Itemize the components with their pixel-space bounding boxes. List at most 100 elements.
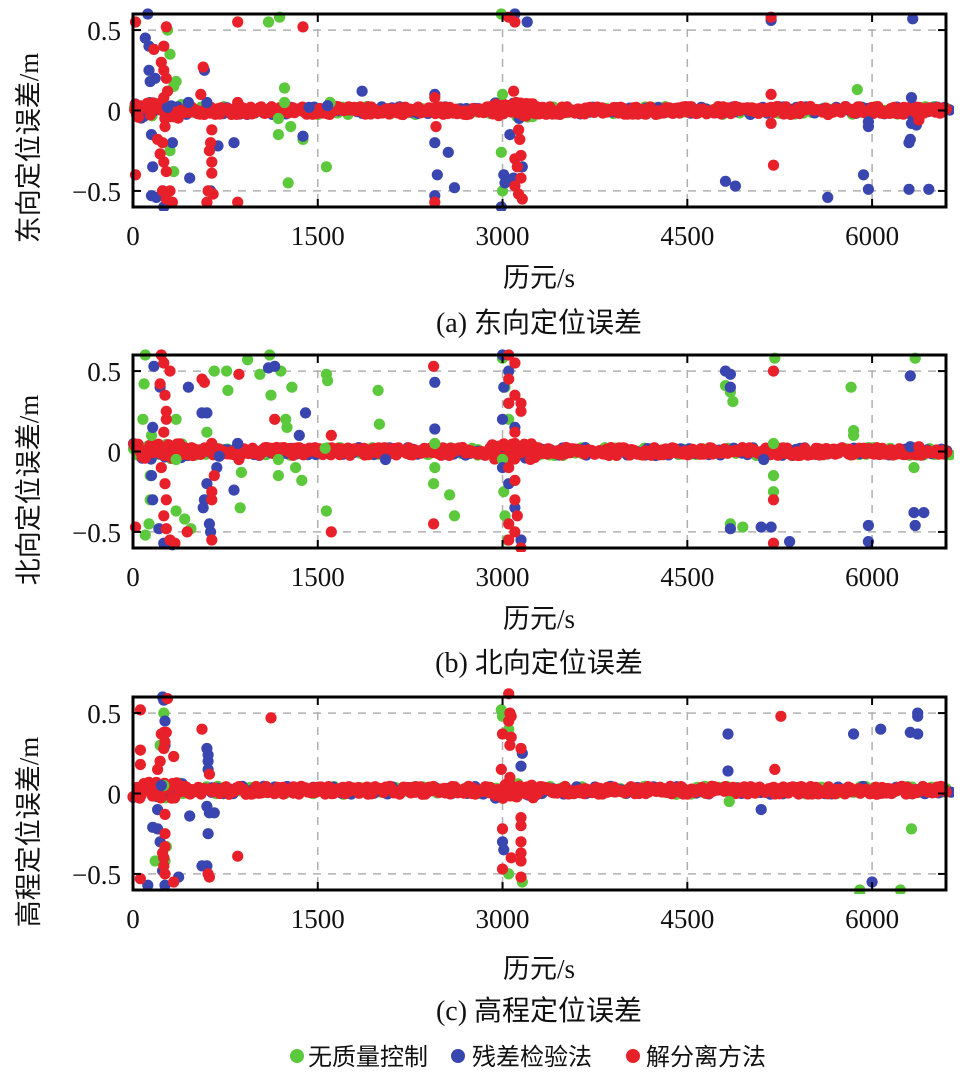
data-point — [272, 112, 284, 125]
data-point — [285, 121, 297, 133]
data-point — [903, 183, 915, 195]
data-point — [515, 742, 527, 755]
data-point — [160, 166, 172, 178]
legend-label-solution-separation: 解分离方法 — [646, 1044, 766, 1071]
x-tick-label: 1500 — [291, 904, 345, 934]
data-point — [737, 521, 749, 533]
data-point — [429, 437, 441, 450]
data-point — [509, 474, 521, 486]
data-point — [848, 728, 860, 740]
data-point — [201, 407, 213, 419]
data-point — [170, 505, 182, 517]
data-point — [159, 715, 171, 727]
data-point — [503, 715, 515, 727]
data-point — [769, 763, 781, 776]
data-point — [496, 728, 509, 740]
legend-label-no-qc: 无质量控制 — [308, 1044, 428, 1071]
data-point — [232, 850, 244, 862]
data-point — [767, 470, 780, 482]
data-point — [727, 396, 739, 408]
x-tick-label: 3000 — [476, 221, 530, 251]
data-point — [154, 378, 166, 390]
data-point — [765, 521, 777, 533]
data-point — [201, 426, 213, 438]
data-point — [729, 180, 742, 192]
scatter-points — [127, 349, 954, 552]
data-point — [515, 172, 527, 184]
data-point — [322, 375, 334, 387]
x-tick-label: 3000 — [476, 904, 530, 934]
data-point — [278, 82, 291, 94]
data-point — [509, 357, 521, 369]
scatter-points — [128, 8, 954, 211]
data-point — [429, 196, 441, 208]
data-point — [207, 188, 219, 200]
data-point — [448, 510, 461, 522]
data-point — [208, 807, 220, 819]
data-point — [822, 191, 834, 203]
data-point — [297, 21, 309, 33]
data-point — [297, 130, 309, 142]
data-point — [233, 368, 245, 380]
data-point — [206, 494, 218, 506]
x-tick-label: 4500 — [660, 562, 714, 592]
data-point — [515, 820, 527, 832]
data-point — [765, 117, 777, 129]
data-point — [767, 494, 780, 506]
data-point — [148, 43, 160, 56]
data-point — [206, 167, 218, 179]
data-point — [144, 75, 156, 88]
data-point — [184, 172, 196, 184]
data-point — [448, 182, 461, 194]
data-point — [767, 537, 780, 549]
data-point — [496, 453, 509, 466]
data-point — [148, 360, 160, 372]
data-point — [496, 413, 509, 425]
data-point — [510, 96, 522, 109]
data-point — [495, 763, 507, 776]
data-point — [254, 368, 266, 380]
data-point — [221, 365, 233, 377]
scatter-points — [127, 688, 954, 894]
data-point — [147, 421, 159, 433]
data-point — [511, 510, 523, 522]
data-point — [513, 124, 525, 136]
data-point — [325, 526, 337, 538]
data-point — [235, 466, 247, 478]
data-point — [913, 101, 925, 113]
data-point — [320, 161, 332, 173]
panel-b-caption: (b) 北向定位误差 — [435, 647, 643, 679]
data-point — [206, 156, 218, 168]
data-point — [428, 518, 440, 530]
data-point — [143, 518, 155, 530]
data-point — [182, 96, 194, 109]
data-point — [166, 196, 178, 208]
data-point — [755, 804, 767, 816]
data-point — [159, 828, 171, 840]
data-point — [213, 450, 225, 462]
data-point — [515, 812, 527, 824]
data-point — [912, 710, 924, 722]
data-point — [201, 196, 213, 208]
data-point — [723, 795, 735, 808]
y-tick-label: −0.5 — [72, 518, 121, 548]
data-point — [431, 169, 443, 181]
legend-marker-residual-test — [451, 1049, 465, 1063]
data-point — [145, 470, 158, 482]
data-point — [228, 137, 240, 149]
data-point — [767, 159, 780, 171]
x-tick-label: 0 — [126, 904, 140, 934]
data-point — [320, 505, 332, 517]
data-point — [430, 121, 442, 133]
data-point — [765, 88, 777, 100]
data-point — [206, 486, 218, 498]
data-point — [293, 429, 305, 441]
panel-b-ylabel: 北向定位误差/m — [14, 395, 44, 586]
data-point — [265, 389, 277, 401]
panel-a-xlabel: 历元/s — [503, 263, 575, 293]
data-point — [272, 129, 284, 141]
data-point — [168, 876, 180, 888]
data-point — [164, 365, 176, 377]
data-point — [442, 146, 454, 158]
data-point — [862, 519, 875, 532]
